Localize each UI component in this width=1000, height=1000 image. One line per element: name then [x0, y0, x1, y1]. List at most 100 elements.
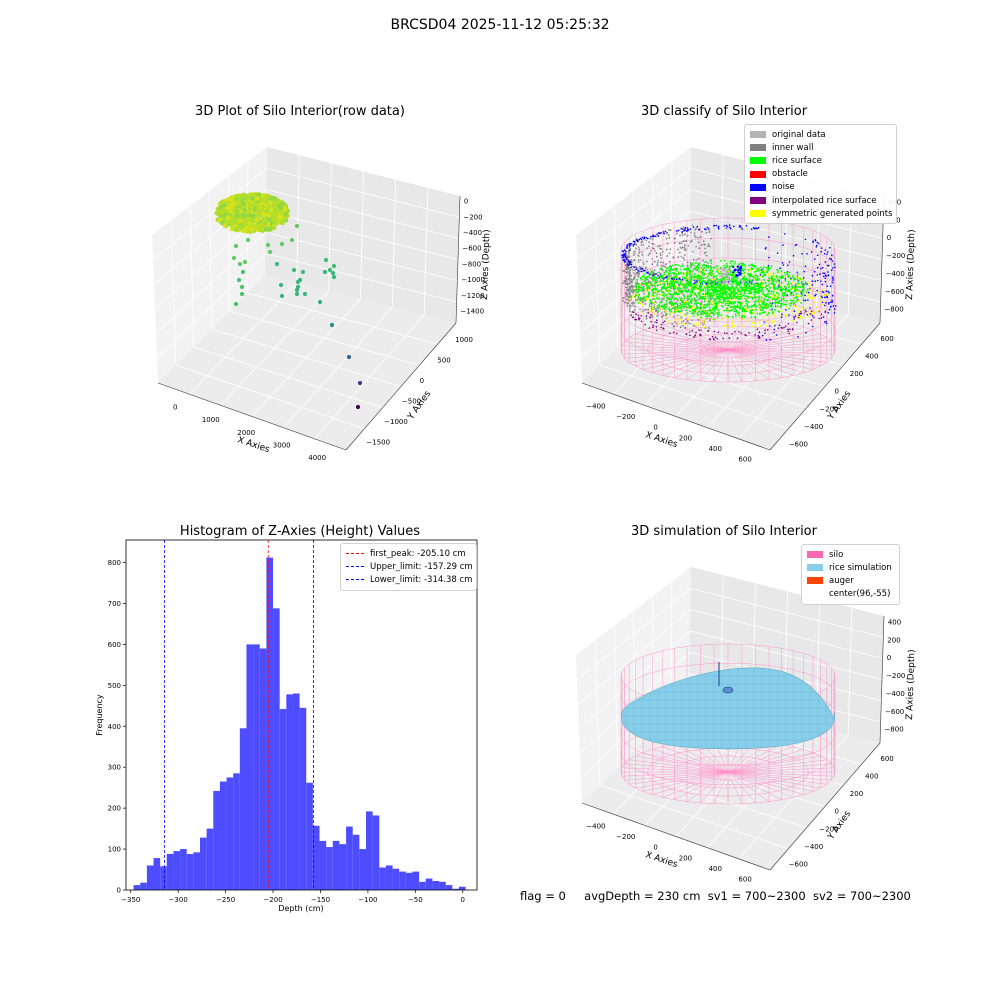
- x-tick-label: 400: [709, 865, 722, 873]
- data-point: [261, 213, 267, 218]
- data-point: [327, 267, 333, 273]
- data-point: [242, 208, 247, 213]
- data-point: [219, 220, 224, 225]
- data-point: [294, 287, 300, 293]
- data-point: [242, 259, 248, 265]
- x-tick-label: 0: [653, 844, 657, 852]
- y-tick-label: 400: [865, 772, 878, 780]
- data-point: [291, 267, 297, 273]
- y-tick-label: 500: [437, 357, 450, 365]
- data-point: [233, 243, 239, 249]
- z-tick-label: −800: [884, 726, 903, 734]
- p1-points: [214, 192, 363, 410]
- data-point: [241, 212, 246, 218]
- data-point: [264, 200, 270, 205]
- data-point: [275, 208, 280, 213]
- data-point: [346, 354, 352, 360]
- data-point: [278, 282, 284, 288]
- z-axis-line: [455, 195, 461, 324]
- data-point: [257, 192, 262, 197]
- data-point: [225, 198, 230, 203]
- figure-title: BRCSD04 2025-11-12 05:25:32: [390, 17, 610, 33]
- data-point: [228, 196, 233, 202]
- data-point: [254, 225, 260, 230]
- data-point: [294, 223, 300, 229]
- data-point: [268, 227, 273, 232]
- data-point: [261, 204, 266, 209]
- data-point: [235, 193, 240, 199]
- data-point: [300, 269, 306, 275]
- data-point: [237, 224, 242, 230]
- data-point: [216, 209, 221, 214]
- data-point: [234, 213, 239, 218]
- y-tick-label: −400: [804, 843, 823, 851]
- z-tick-label: −1000: [461, 276, 485, 284]
- data-point: [280, 211, 285, 216]
- data-point: [268, 207, 274, 213]
- z-tick-label: 0: [464, 198, 468, 206]
- z-tick-label: −600: [885, 708, 904, 716]
- y-tick-label: 0: [835, 808, 839, 816]
- data-point: [255, 217, 260, 223]
- data-point: [282, 206, 288, 212]
- data-point: [274, 261, 280, 267]
- data-point: [241, 201, 246, 206]
- grid-line: [247, 292, 438, 345]
- data-point: [269, 196, 274, 201]
- data-point: [234, 220, 239, 226]
- x-tick-label: 0: [173, 404, 177, 412]
- x-tick-label: 4000: [308, 454, 326, 462]
- z-tick-label: 200: [887, 636, 900, 644]
- data-point: [267, 249, 273, 255]
- data-point: [276, 199, 282, 205]
- data-point: [246, 216, 251, 221]
- data-point: [260, 219, 265, 224]
- data-point: [241, 193, 246, 199]
- x-tick-label: −400: [586, 822, 605, 830]
- data-point: [254, 196, 260, 201]
- z-tick-label: −800: [462, 260, 481, 268]
- data-point: [330, 270, 336, 276]
- data-point: [277, 216, 282, 221]
- grid-line: [156, 253, 266, 359]
- data-point: [231, 255, 237, 261]
- data-point: [236, 277, 242, 283]
- z-tick-label: 400: [888, 618, 901, 626]
- x-tick-label: 3000: [273, 442, 291, 450]
- x-tick-label: −200: [616, 833, 635, 841]
- data-point: [289, 237, 295, 243]
- z-tick-label: −600: [462, 245, 481, 253]
- data-point: [273, 212, 278, 217]
- z-tick-label: −200: [886, 672, 905, 680]
- data-point: [282, 215, 288, 221]
- y-tick-label: −500: [402, 398, 421, 406]
- y-axis-line: [345, 322, 457, 451]
- data-point: [278, 205, 283, 210]
- data-point: [255, 206, 261, 211]
- grid-line: [265, 253, 457, 303]
- data-point: [279, 293, 285, 299]
- data-point: [252, 192, 257, 197]
- data-point: [302, 291, 308, 297]
- data-point: [228, 208, 233, 214]
- y-tick-label: −1500: [366, 439, 390, 447]
- data-point: [273, 204, 278, 209]
- data-point: [249, 226, 255, 232]
- data-point: [322, 269, 328, 275]
- data-point: [245, 225, 250, 230]
- data-point: [225, 201, 230, 206]
- data-point: [294, 291, 300, 297]
- z-tick-label: −200: [463, 213, 482, 221]
- y-tick-label: 0: [420, 377, 424, 385]
- x-tick-label: 2000: [237, 429, 255, 437]
- data-point: [233, 301, 239, 307]
- data-point: [260, 193, 265, 198]
- data-point: [242, 228, 247, 233]
- data-point: [225, 216, 231, 221]
- data-point: [355, 404, 361, 410]
- z-tick-label: −1400: [460, 307, 484, 315]
- data-point: [297, 277, 303, 283]
- x-tick-label: 1000: [202, 416, 220, 424]
- data-point: [259, 227, 264, 232]
